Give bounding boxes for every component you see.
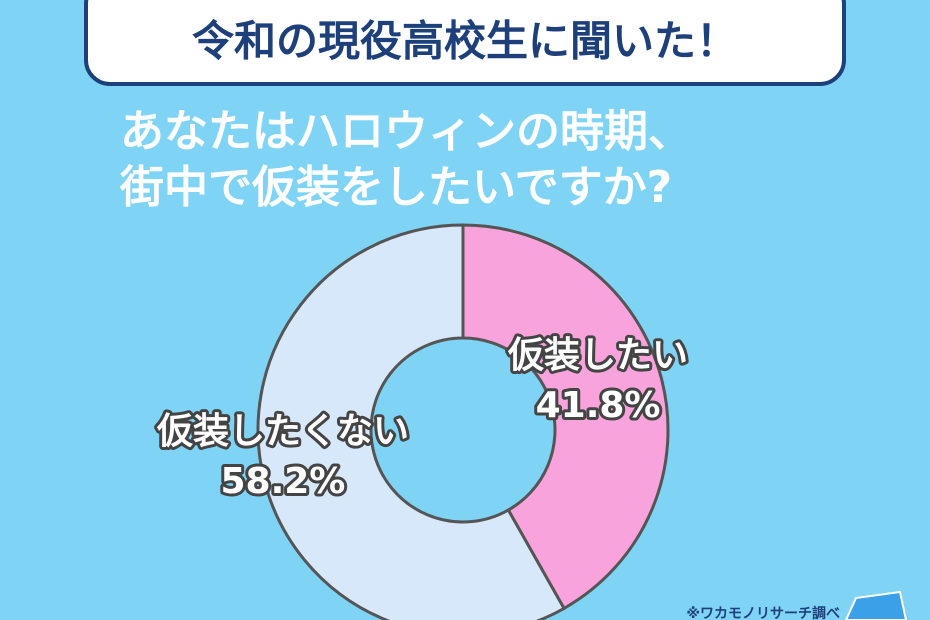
donut-segment	[256, 223, 567, 620]
category-label: 仮装したい	[507, 335, 688, 376]
chart-title: 令和の現役高校生に聞いた！	[192, 17, 738, 66]
donut-segment	[461, 223, 670, 611]
title-banner	[84, 0, 846, 86]
category-label: 仮装したくない	[156, 411, 409, 452]
logo	[844, 590, 908, 620]
question-line: 街中で仮装をしたいですか?	[119, 162, 672, 213]
question-line: あなたはハロウィンの時期、	[120, 106, 692, 157]
value-label: 41.8%	[536, 385, 661, 426]
value-label: 58.2%	[220, 461, 345, 502]
source-note: ※ワカモノリサーチ調べ	[686, 605, 840, 620]
